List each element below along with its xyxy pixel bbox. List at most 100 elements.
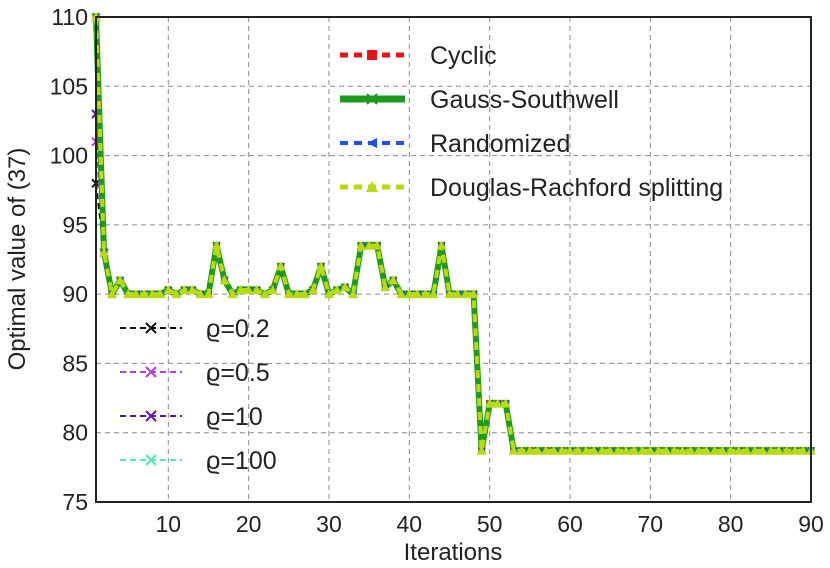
series-point	[155, 289, 166, 299]
series-point	[621, 445, 632, 455]
series-point	[757, 445, 768, 455]
series-point	[765, 445, 776, 455]
series-point	[532, 445, 543, 455]
series-point	[733, 445, 744, 455]
series-point	[356, 240, 367, 250]
legend-bottom: ϱ=0.2 ϱ=0.5 ϱ=10 ϱ=100	[120, 315, 277, 475]
series-point	[323, 289, 334, 299]
series-point	[484, 398, 495, 408]
series-point	[372, 240, 383, 250]
series-point	[548, 445, 559, 455]
series-point	[669, 445, 680, 455]
series-point	[460, 289, 471, 299]
series-point	[412, 289, 423, 299]
series-point	[307, 284, 318, 294]
legend-top-marker	[366, 181, 378, 192]
series-point	[564, 445, 575, 455]
legend-top-label: Douglas-Rachford splitting	[430, 174, 723, 202]
series-layer	[91, 12, 816, 455]
y-tick-label: 105	[50, 73, 88, 99]
series-point	[573, 445, 584, 455]
series-point	[99, 247, 110, 257]
series-point	[291, 289, 302, 299]
series-point	[211, 240, 222, 250]
series-point	[452, 289, 463, 299]
series-point	[388, 275, 399, 285]
legend-bottom-marker	[145, 454, 157, 466]
series-point	[653, 445, 664, 455]
y-tick-label: 100	[50, 143, 88, 169]
series-point	[661, 445, 672, 455]
series-point	[147, 289, 158, 299]
legend-bottom-marker	[145, 366, 157, 378]
series-point	[283, 289, 294, 299]
series-point	[315, 261, 326, 271]
series-point	[115, 275, 126, 285]
series-point	[195, 289, 206, 299]
x-tick-label: 40	[397, 511, 423, 537]
x-tick-label: 10	[156, 511, 182, 537]
series-point	[781, 445, 792, 455]
series-point	[476, 445, 487, 455]
series-point	[516, 445, 527, 455]
series-point	[139, 289, 150, 299]
legend-bottom-label: ϱ=0.2	[206, 315, 270, 343]
series-point	[797, 445, 808, 455]
series-point	[629, 445, 640, 455]
series-point	[773, 445, 784, 455]
legend-top-label: Randomized	[430, 130, 570, 158]
series-point	[259, 289, 270, 299]
x-tick-label: 90	[798, 511, 824, 537]
series-point	[645, 445, 656, 455]
y-tick-label: 85	[62, 350, 88, 376]
series-point	[123, 289, 134, 299]
x-tick-label: 70	[638, 511, 664, 537]
series-point	[597, 445, 608, 455]
x-tick-label: 20	[236, 511, 262, 537]
series-point	[396, 289, 407, 299]
x-tick-label: 80	[718, 511, 744, 537]
series-point	[581, 445, 592, 455]
series-point	[227, 289, 238, 299]
series-point	[693, 445, 704, 455]
series-point	[275, 261, 286, 271]
series-point	[685, 445, 696, 455]
legend-bottom-label: ϱ=10	[206, 403, 263, 431]
y-axis-label: Optimal value of (37)	[4, 148, 31, 371]
series-point	[677, 445, 688, 455]
series-point	[243, 284, 254, 294]
series-point	[420, 289, 431, 299]
series-point	[749, 445, 760, 455]
series-point	[444, 289, 455, 299]
y-tick-label: 80	[62, 420, 88, 446]
series-point	[364, 240, 375, 250]
series-point	[107, 289, 118, 299]
x-axis-label: Iterations	[404, 539, 503, 566]
series-point	[348, 289, 359, 299]
series-point	[380, 282, 391, 292]
series-point	[500, 398, 511, 408]
x-tick-label: 50	[477, 511, 503, 537]
series-point	[163, 284, 174, 294]
x-tick-label: 30	[316, 511, 342, 537]
y-tick-label: 95	[62, 212, 88, 238]
series-point	[589, 445, 600, 455]
legend-top-label: Gauss-Southwell	[430, 86, 619, 114]
legend-top-marker	[367, 138, 377, 148]
legend-top-label: Cyclic	[430, 42, 497, 70]
series-point	[340, 282, 351, 292]
series-point	[605, 445, 616, 455]
series-point	[524, 445, 535, 455]
series-point	[709, 445, 720, 455]
series-point	[404, 289, 415, 299]
series-point	[436, 240, 447, 250]
series-point	[717, 445, 728, 455]
series-point	[267, 284, 278, 294]
series-point	[741, 445, 752, 455]
plot-frame	[95, 16, 812, 503]
series-point	[613, 445, 624, 455]
legend-bottom-label: ϱ=0.5	[206, 359, 270, 387]
series-point	[179, 284, 190, 294]
series-point	[701, 445, 712, 455]
